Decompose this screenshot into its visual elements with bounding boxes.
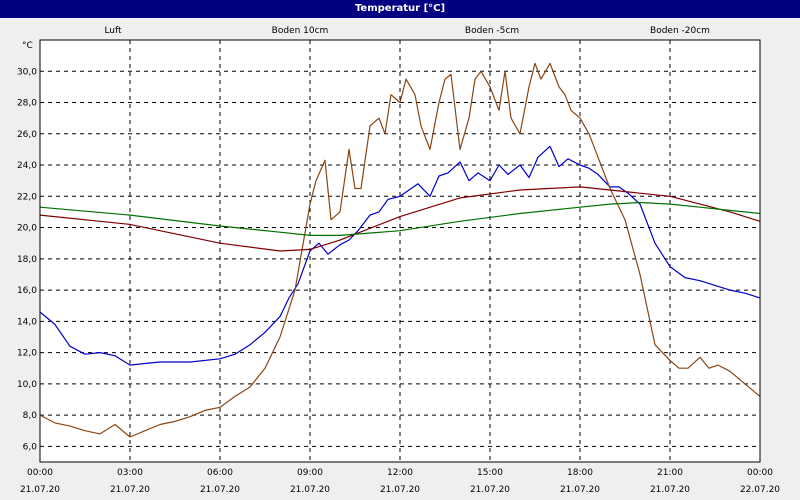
x-tick-time: 00:00 <box>747 468 773 478</box>
legend-item: Luft <box>104 26 122 36</box>
y-axis-label: °C <box>22 41 33 51</box>
series-lines <box>39 62 761 438</box>
x-tick-time: 18:00 <box>567 468 593 478</box>
y-ticks: 6,0 8,0 10,0 12,0 14,0 16,0 18,0 20,0 22,0 24,0 26… <box>17 67 37 452</box>
y-tick-label: 30,0 <box>17 67 37 77</box>
y-tick-label: 18,0 <box>17 255 37 265</box>
x-tick-time: 12:00 <box>387 468 413 478</box>
y-tick-label: 8,0 <box>23 411 38 421</box>
y-tick-label: 10,0 <box>17 380 37 390</box>
y-tick-label: 26,0 <box>17 130 37 140</box>
legend-item: Boden -5cm <box>465 26 519 36</box>
x-tick-date: 21.07.20 <box>110 485 150 495</box>
x-tick-time: 21:00 <box>657 468 683 478</box>
y-tick-label: 22,0 <box>17 192 37 202</box>
x-tick-date: 21.07.20 <box>200 485 240 495</box>
y-tick-label: 14,0 <box>17 317 37 327</box>
plot-frame <box>39 39 761 463</box>
x-tick-time: 03:00 <box>117 468 143 478</box>
series-line-luft <box>39 145 761 366</box>
y-tick-label: 24,0 <box>17 161 37 171</box>
y-tick-label: 20,0 <box>17 224 37 234</box>
y-tick-label: 12,0 <box>17 349 37 359</box>
series-line-boden-20cm <box>39 201 761 236</box>
x-tick-date: 21.07.20 <box>290 485 330 495</box>
x-tick-date: 21.07.20 <box>560 485 600 495</box>
x-tick-date: 21.07.20 <box>470 485 510 495</box>
y-tick-label: 28,0 <box>17 99 37 109</box>
x-tick-time: 15:00 <box>477 468 503 478</box>
x-tick-time: 09:00 <box>297 468 323 478</box>
x-tick-date: 21.07.20 <box>380 485 420 495</box>
x-ticks: 00:00 21.07.20 03:00 21.07.20 06:00 21.07.20 0… <box>20 468 780 495</box>
y-tick-label: 6,0 <box>23 442 38 452</box>
legend-item: Boden -20cm <box>650 26 710 36</box>
x-tick-date: 21.07.20 <box>20 485 60 495</box>
x-tick-time: 06:00 <box>207 468 233 478</box>
series-line-boden-5cm <box>39 186 761 252</box>
legend-item: Boden 10cm <box>272 26 329 36</box>
x-tick-date: 21.07.20 <box>650 485 690 495</box>
x-tick-time: 00:00 <box>27 468 53 478</box>
grid <box>40 40 760 462</box>
window-title: Temperatur [°C] <box>0 0 800 18</box>
y-tick-label: 16,0 <box>17 286 37 296</box>
legend: Luft Boden 10cm Boden -5cm Boden -20cm <box>104 26 710 36</box>
x-tick-date: 22.07.20 <box>740 485 780 495</box>
